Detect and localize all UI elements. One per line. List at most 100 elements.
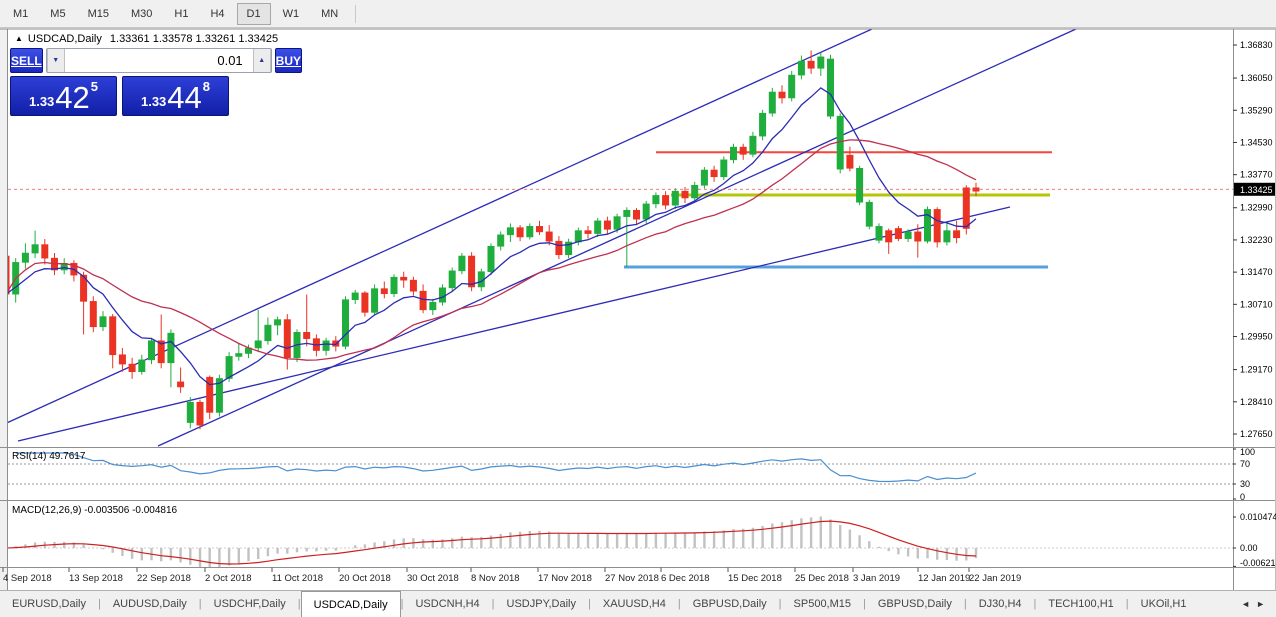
tab-xauusd-h4[interactable]: XAUUSD,H4 xyxy=(602,598,666,610)
sell-price-base: 1.33 xyxy=(28,94,55,109)
timeframe-button-h1[interactable]: H1 xyxy=(174,7,189,20)
volume-spinner: ▼ ▲ xyxy=(45,48,272,73)
tab-separator: | xyxy=(677,598,681,610)
tab-separator: | xyxy=(97,598,101,610)
tab-eurusd-daily[interactable]: EURUSD,Daily xyxy=(12,598,86,610)
timeframe-button-m15[interactable]: M15 xyxy=(87,7,109,20)
tab-scroll-buttons: ◄ ► xyxy=(1230,591,1276,617)
tab-separator: | xyxy=(491,598,495,610)
buy-price-point: 8 xyxy=(202,79,211,94)
svg-text:27 Nov 2018: 27 Nov 2018 xyxy=(605,573,659,584)
volume-increase-button[interactable]: ▲ xyxy=(252,49,271,72)
svg-text:1.35290: 1.35290 xyxy=(1240,105,1273,115)
svg-text:1.32990: 1.32990 xyxy=(1240,203,1273,213)
svg-text:1.36830: 1.36830 xyxy=(1240,40,1273,50)
svg-text:1.29950: 1.29950 xyxy=(1240,332,1273,342)
tab-sp500-m15[interactable]: SP500,M15 xyxy=(793,598,852,610)
svg-text:11 Oct 2018: 11 Oct 2018 xyxy=(272,573,323,584)
buy-price-panel[interactable]: 1.33 44 8 xyxy=(122,76,229,116)
svg-text:1.36050: 1.36050 xyxy=(1240,73,1273,83)
tab-separator: | xyxy=(963,598,967,610)
svg-text:6 Dec 2018: 6 Dec 2018 xyxy=(661,573,710,584)
tab-gbpusd-daily[interactable]: GBPUSD,Daily xyxy=(692,598,767,610)
svg-text:2 Oct 2018: 2 Oct 2018 xyxy=(205,573,251,584)
svg-text:0.00: 0.00 xyxy=(1240,543,1258,553)
timeframe-button-m30[interactable]: M30 xyxy=(130,7,153,20)
timeframe-button-m5[interactable]: M5 xyxy=(50,7,66,20)
timeframe-button-h4[interactable]: H4 xyxy=(210,7,225,20)
tab-gbpusd-daily[interactable]: GBPUSD,Daily xyxy=(877,598,952,610)
buy-button[interactable]: BUY xyxy=(274,48,303,73)
tab-separator: | xyxy=(778,598,782,610)
rsi-value: 49.7617 xyxy=(49,451,86,462)
svg-text:20 Oct 2018: 20 Oct 2018 xyxy=(339,573,391,584)
volume-input[interactable] xyxy=(64,49,253,72)
svg-text:30 Oct 2018: 30 Oct 2018 xyxy=(407,573,459,584)
svg-text:1.33425: 1.33425 xyxy=(1240,185,1273,195)
svg-text:1.27650: 1.27650 xyxy=(1240,429,1273,439)
macd-values: -0.003506 -0.004816 xyxy=(84,505,178,516)
svg-text:1.28410: 1.28410 xyxy=(1240,397,1273,407)
tab-tech100-h1[interactable]: TECH100,H1 xyxy=(1048,598,1114,610)
tab-separator: | xyxy=(198,598,202,610)
timeframe-button-d1[interactable]: D1 xyxy=(236,2,271,25)
svg-text:-0.006218: -0.006218 xyxy=(1240,558,1276,568)
price-chart-canvas[interactable]: 1.36830 1.36050 1.35290 1.34530 1.33770 1.329… xyxy=(0,28,1276,591)
chart-ohlc-values: 1.33361 1.33578 1.33261 1.33425 xyxy=(109,33,279,45)
macd-indicator-label: MACD(12,26,9) -0.003506 -0.004816 xyxy=(12,505,177,516)
tab-usdjpy-daily[interactable]: USDJPY,Daily xyxy=(506,598,577,610)
sell-price-pips: 42 xyxy=(55,80,90,115)
symbol-tab-bar: EURUSD,Daily | AUDUSD,Daily | USDCHF,Daily | U… xyxy=(0,590,1276,617)
tab-separator: | xyxy=(1033,598,1037,610)
tab-usdchf-daily[interactable]: USDCHF,Daily xyxy=(213,598,286,610)
svg-text:8 Nov 2018: 8 Nov 2018 xyxy=(471,573,520,584)
svg-text:4 Sep 2018: 4 Sep 2018 xyxy=(3,573,52,584)
svg-text:1.34530: 1.34530 xyxy=(1240,137,1273,147)
tab-separator: | xyxy=(588,598,591,610)
svg-text:0: 0 xyxy=(1240,492,1245,502)
sell-price-point: 5 xyxy=(90,79,99,94)
tab-scroll-left-icon[interactable]: ◄ xyxy=(1241,599,1251,609)
svg-text:25 Dec 2018: 25 Dec 2018 xyxy=(795,573,849,584)
tab-ukoil-h1[interactable]: UKOil,H1 xyxy=(1140,598,1187,610)
timeframe-button-m1[interactable]: M1 xyxy=(13,7,29,20)
rsi-name: RSI(14) xyxy=(12,451,47,462)
tab-separator: | xyxy=(297,598,301,610)
svg-text:17 Nov 2018: 17 Nov 2018 xyxy=(538,573,592,584)
one-click-trading-widget: SELL ▼ ▲ BUY 1.33 42 5 1.33 44 8 xyxy=(10,48,303,116)
svg-text:15 Dec 2018: 15 Dec 2018 xyxy=(728,573,782,584)
svg-text:1.31470: 1.31470 xyxy=(1240,267,1273,277)
sell-button[interactable]: SELL xyxy=(10,48,43,73)
buy-price-base: 1.33 xyxy=(140,94,167,109)
collapse-arrow-icon[interactable]: ▲ xyxy=(15,34,23,43)
svg-text:1.32230: 1.32230 xyxy=(1240,235,1273,245)
timeframe-button-w1[interactable]: W1 xyxy=(282,7,300,20)
volume-decrease-button[interactable]: ▼ xyxy=(46,49,65,72)
svg-text:0.010474: 0.010474 xyxy=(1240,512,1276,522)
timeframe-toolbar: M1 M5 M15 M30 H1 H4 D1 W1 MN xyxy=(0,0,1276,28)
svg-text:1.29170: 1.29170 xyxy=(1240,365,1273,375)
chart-symbol-label: USDCAD,Daily xyxy=(27,33,102,45)
buy-price-pips: 44 xyxy=(167,80,202,115)
chart-title: ▲ USDCAD,Daily 1.33361 1.33578 1.33261 1.3… xyxy=(15,33,278,45)
svg-text:1.30710: 1.30710 xyxy=(1240,299,1273,309)
svg-text:1.33770: 1.33770 xyxy=(1240,170,1273,180)
svg-text:100: 100 xyxy=(1240,447,1255,457)
svg-text:22 Jan 2019: 22 Jan 2019 xyxy=(969,573,1021,584)
tab-usdcad-daily[interactable]: USDCAD,Daily xyxy=(300,591,401,617)
svg-text:30: 30 xyxy=(1240,479,1250,489)
tab-separator: | xyxy=(400,598,404,610)
svg-text:22 Sep 2018: 22 Sep 2018 xyxy=(137,573,191,584)
tab-separator: | xyxy=(863,598,866,610)
tab-dj30-h4[interactable]: DJ30,H4 xyxy=(978,598,1022,610)
toolbar-separator xyxy=(355,4,357,23)
tab-usdcnh-h4[interactable]: USDCNH,H4 xyxy=(415,598,480,610)
timeframe-button-mn[interactable]: MN xyxy=(321,7,339,20)
svg-text:13 Sep 2018: 13 Sep 2018 xyxy=(69,573,123,584)
tab-audusd-daily[interactable]: AUDUSD,Daily xyxy=(112,598,187,610)
sell-price-panel[interactable]: 1.33 42 5 xyxy=(10,76,117,116)
chart-region: 1.36830 1.36050 1.35290 1.34530 1.33770 1.329… xyxy=(0,28,1276,591)
svg-text:3 Jan 2019: 3 Jan 2019 xyxy=(853,573,900,584)
tab-scroll-right-icon[interactable]: ► xyxy=(1256,599,1265,609)
